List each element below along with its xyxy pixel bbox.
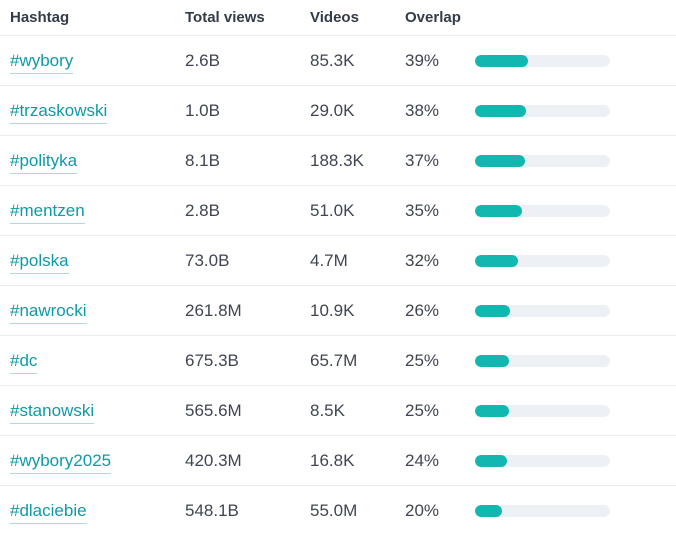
overlap-value: 32%: [405, 250, 440, 270]
overlap-bar-track: [475, 154, 610, 167]
overlap-bar-track: [475, 505, 610, 517]
total-views-value: 420.3M: [185, 450, 242, 470]
overlap-value: 39%: [405, 50, 440, 70]
overlap-bar-fill: [475, 304, 511, 317]
header-overlap: Overlap: [405, 9, 461, 26]
table-row: #wybory2025 420.3M 16.8K 24%: [0, 436, 676, 486]
total-views-value: 261.8M: [185, 300, 242, 320]
overlap-bar-fill: [475, 204, 523, 217]
hashtag-link[interactable]: #polityka: [10, 150, 78, 174]
total-views-value: 565.6M: [185, 400, 242, 420]
hashtag-link[interactable]: #dlaciebie: [10, 501, 87, 524]
overlap-value: 38%: [405, 100, 440, 120]
overlap-bar-fill: [475, 454, 508, 467]
overlap-value: 20%: [405, 501, 440, 520]
overlap-bar-track: [475, 254, 610, 267]
videos-value: 85.3K: [310, 50, 355, 70]
videos-value: 55.0M: [310, 501, 358, 520]
table-row: #mentzen 2.8B 51.0K 35%: [0, 186, 676, 236]
hashtag-link[interactable]: #stanowski: [10, 400, 95, 424]
overlap-bar-fill: [475, 54, 528, 67]
table-row: #dlaciebie 548.1B 55.0M 20%: [0, 486, 676, 536]
header-videos: Videos: [310, 9, 359, 26]
videos-value: 16.8K: [310, 450, 355, 470]
overlap-bar-fill: [475, 404, 509, 417]
overlap-bar-fill: [475, 354, 509, 367]
header-total-views: Total views: [185, 9, 265, 26]
overlap-bar-track: [475, 54, 610, 67]
overlap-bar-track: [475, 354, 610, 367]
overlap-bar-track: [475, 304, 610, 317]
table-row: #wybory 2.6B 85.3K 39%: [0, 36, 676, 86]
overlap-value: 24%: [405, 450, 440, 470]
hashtag-link[interactable]: #wybory2025: [10, 450, 112, 474]
header-hashtag: Hashtag: [10, 9, 70, 26]
videos-value: 188.3K: [310, 150, 364, 170]
overlap-value: 37%: [405, 150, 440, 170]
total-views-value: 2.6B: [185, 50, 220, 70]
table-row: #stanowski 565.6M 8.5K 25%: [0, 386, 676, 436]
overlap-bar-track: [475, 104, 610, 117]
table-row: #polityka 8.1B 188.3K 37%: [0, 136, 676, 186]
table-row: #trzaskowski 1.0B 29.0K 38%: [0, 86, 676, 136]
total-views-value: 548.1B: [185, 501, 239, 520]
overlap-value: 26%: [405, 300, 440, 320]
videos-value: 10.9K: [310, 300, 355, 320]
hashtag-link[interactable]: #trzaskowski: [10, 100, 108, 124]
hashtag-link[interactable]: #wybory: [10, 50, 74, 74]
table-header-row: Hashtag Total views Videos Overlap: [0, 0, 676, 36]
overlap-bar-track: [475, 404, 610, 417]
overlap-bar-track: [475, 204, 610, 217]
overlap-value: 25%: [405, 400, 440, 420]
overlap-bar-fill: [475, 505, 502, 517]
videos-value: 4.7M: [310, 250, 348, 270]
hashtag-link[interactable]: #mentzen: [10, 200, 85, 224]
hashtag-link[interactable]: #dc: [10, 350, 38, 374]
table-row: #polska 73.0B 4.7M 32%: [0, 236, 676, 286]
videos-value: 65.7M: [310, 350, 358, 370]
videos-value: 51.0K: [310, 200, 355, 220]
total-views-value: 1.0B: [185, 100, 220, 120]
overlap-value: 35%: [405, 200, 440, 220]
overlap-bar-fill: [475, 154, 525, 167]
overlap-bar-fill: [475, 254, 519, 267]
table-row: #dc 675.3B 65.7M 25%: [0, 336, 676, 386]
videos-value: 29.0K: [310, 100, 355, 120]
overlap-value: 25%: [405, 350, 440, 370]
total-views-value: 73.0B: [185, 250, 230, 270]
overlap-bar-track: [475, 454, 610, 467]
table-row: #nawrocki 261.8M 10.9K 26%: [0, 286, 676, 336]
total-views-value: 8.1B: [185, 150, 220, 170]
total-views-value: 675.3B: [185, 350, 239, 370]
total-views-value: 2.8B: [185, 200, 220, 220]
hashtag-link[interactable]: #polska: [10, 250, 69, 274]
overlap-bar-fill: [475, 104, 527, 117]
hashtag-link[interactable]: #nawrocki: [10, 300, 87, 324]
videos-value: 8.5K: [310, 400, 345, 420]
